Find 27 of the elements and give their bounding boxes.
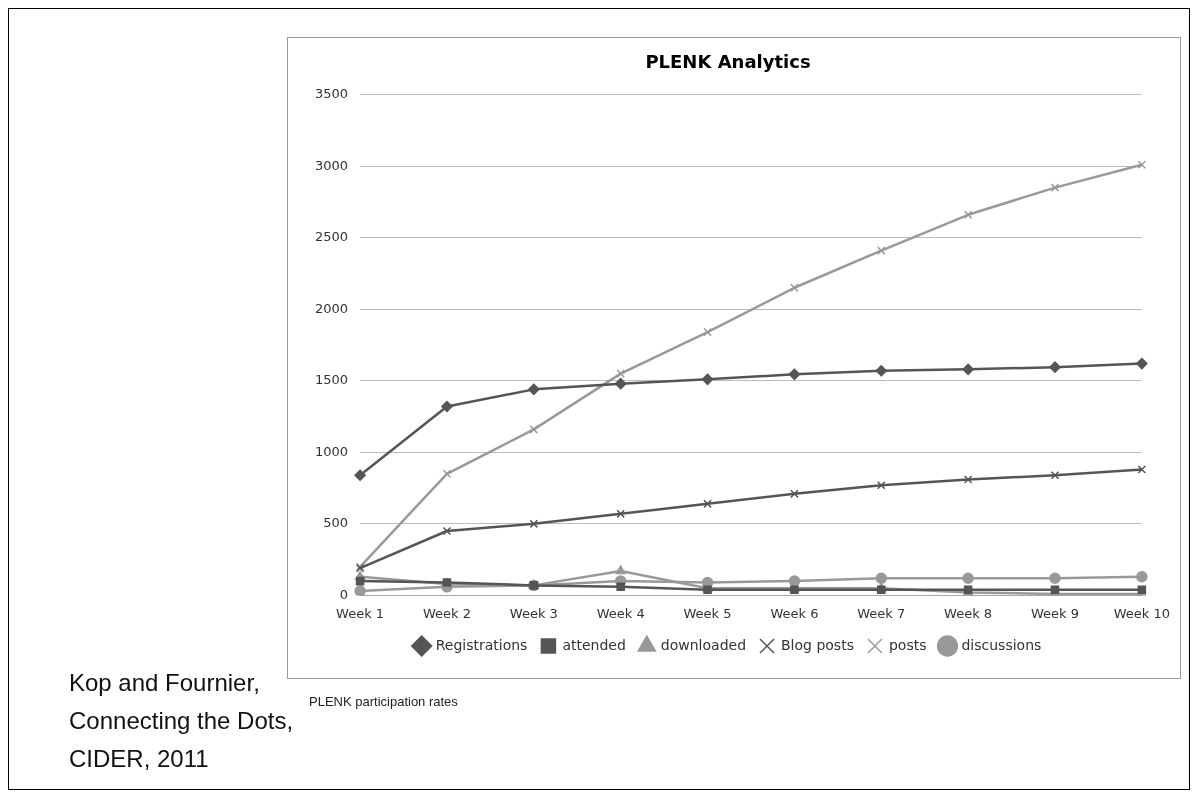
y-tick-label: 0 <box>339 586 349 602</box>
y-tick-label: 1000 <box>314 443 349 459</box>
legend-label: Blog posts <box>781 636 854 653</box>
x-tick-label: Week 7 <box>857 605 906 621</box>
y-tick-label: 2500 <box>314 229 349 245</box>
legend-label: downloaded <box>660 636 747 653</box>
x-tick-label: Week 1 <box>336 605 385 621</box>
x-tick-label: Week 2 <box>422 605 471 621</box>
legend-label: Registrations <box>435 636 528 653</box>
y-tick-label: 500 <box>323 515 349 531</box>
chart-title: PLENK Analytics <box>645 51 811 73</box>
x-tick-label: Week 5 <box>683 605 732 621</box>
x-tick-label: Week 4 <box>596 605 645 621</box>
x-tick-label: Week 3 <box>509 605 558 621</box>
text: Kop and Fournier, Connecting the Dots, CIDER, 2011 <box>69 668 294 774</box>
x-tick-label: Week 8 <box>944 605 993 621</box>
x-tick-label: Week 9 <box>1030 605 1080 621</box>
legend-label: discussions <box>961 636 1042 653</box>
legend-label: posts <box>888 636 927 653</box>
y-tick-label: 1500 <box>314 372 349 388</box>
y-tick-label: 3500 <box>314 85 349 101</box>
text: PLENK participation rates <box>309 694 458 709</box>
x-tick-label: Week 6 <box>770 605 819 621</box>
y-tick-label: 2000 <box>314 300 349 316</box>
legend-label: attended <box>562 636 626 653</box>
x-tick-label: Week 10 <box>1113 605 1170 621</box>
y-tick-label: 3000 <box>314 157 349 173</box>
